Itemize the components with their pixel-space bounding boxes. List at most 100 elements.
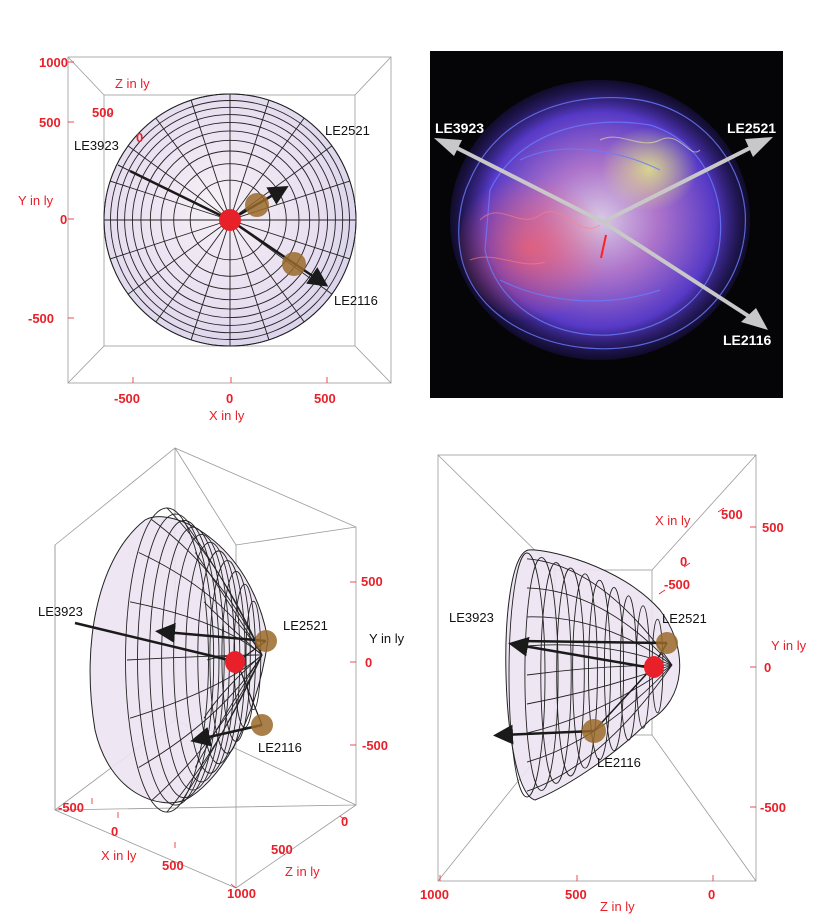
x-tick: 0 xyxy=(680,554,687,569)
cas-a-remnant xyxy=(450,80,750,360)
z-tick: 1000 xyxy=(420,887,449,902)
mesh-spoke xyxy=(229,100,270,221)
cas-a-center xyxy=(644,656,664,678)
mesh-spoke xyxy=(151,519,263,656)
x-tick: 500 xyxy=(721,507,743,522)
arrow-le2521 xyxy=(602,146,751,224)
mesh-spoke xyxy=(110,180,231,221)
mesh-spoke xyxy=(155,219,231,323)
z-tick: 0 xyxy=(136,130,143,145)
echo-direction-arrows xyxy=(454,145,752,319)
paraboloid-mesh xyxy=(125,507,263,813)
mesh-spoke xyxy=(229,219,305,323)
frame-diagonal xyxy=(67,345,105,384)
mesh-meridian xyxy=(526,587,673,666)
dust-patch-le2116 xyxy=(582,719,606,743)
echo-label-le2521: LE2521 xyxy=(283,618,328,633)
mesh-ring xyxy=(603,586,625,752)
frame-diagonal xyxy=(354,56,392,96)
mesh-spoke xyxy=(155,117,231,221)
z-tick: 1000 xyxy=(227,886,256,901)
echo-label-le3923: LE3923 xyxy=(38,604,83,619)
frame-diagonal xyxy=(67,56,105,96)
mesh-ring xyxy=(588,579,611,761)
echo-label-le3923: LE3923 xyxy=(74,138,119,153)
neutron-star-marker xyxy=(600,234,607,259)
arrowhead-le2116 xyxy=(741,308,768,330)
dust-patch-le2521 xyxy=(656,632,678,654)
y-tick: 500 xyxy=(39,115,61,130)
panel-bottom-left: 500 0 -500 Y in ly -500 0 500 X in ly 0 … xyxy=(38,447,405,901)
mesh-ring xyxy=(556,567,585,777)
mesh-spoke xyxy=(129,654,263,719)
arrow-le2521 xyxy=(155,622,267,643)
x-axis-label: X in ly xyxy=(655,513,691,528)
mesh-ring xyxy=(572,573,598,769)
mesh-spoke xyxy=(194,654,263,768)
x-axis-label: X in ly xyxy=(101,848,137,863)
mesh-spoke xyxy=(194,552,263,656)
mesh-spoke xyxy=(166,507,263,656)
mesh-ring xyxy=(619,595,638,741)
arrow-le3923 xyxy=(454,145,604,224)
panel-top-left: 1000 500 0 -500 -500 0 500 500 0 X in ly… xyxy=(18,55,392,423)
y-tick: -500 xyxy=(362,738,388,753)
y-axis-label: Y in ly xyxy=(771,638,807,653)
mesh-spoke xyxy=(229,219,350,260)
echo-label-le2116: LE2116 xyxy=(258,740,302,755)
mesh-ring xyxy=(508,552,546,798)
cas-a-center xyxy=(219,209,241,231)
arrow-le3923 xyxy=(129,169,231,222)
ray-le2116 xyxy=(593,667,653,732)
y-tick: 500 xyxy=(762,520,784,535)
arrowhead-le3923 xyxy=(434,138,462,156)
tick-marks xyxy=(91,581,356,889)
x-tick: 0 xyxy=(111,824,118,839)
x-tick: -500 xyxy=(114,391,140,406)
z-tick: 0 xyxy=(708,887,715,902)
echo-label-le2116: LE2116 xyxy=(723,332,771,348)
z-tick: 500 xyxy=(565,887,587,902)
dust-patch-le2521 xyxy=(255,630,277,652)
ray-le2116 xyxy=(236,661,263,726)
y-tick: 0 xyxy=(60,212,67,227)
arrow-le3923 xyxy=(508,636,653,670)
dust-patch-le2521 xyxy=(245,193,269,217)
plot-frame xyxy=(67,56,392,384)
mesh-meridian xyxy=(526,616,673,666)
echo-label-le2521: LE2521 xyxy=(727,120,776,136)
x-tick: -500 xyxy=(58,800,84,815)
z-axis-label: Z in ly xyxy=(285,864,320,879)
arrow-le2116 xyxy=(601,220,752,319)
echo-label-le2521: LE2521 xyxy=(325,123,370,138)
panel-top-right: LE3923 LE2521 LE2116 xyxy=(430,51,783,398)
mesh-meridian xyxy=(526,664,673,792)
x-tick: 500 xyxy=(162,858,184,873)
z-tick: 500 xyxy=(92,105,114,120)
sphere-mesh xyxy=(103,93,357,347)
mesh-spoke xyxy=(110,219,231,260)
dust-patch-le2116 xyxy=(251,714,273,736)
frame-diagonal xyxy=(354,345,392,384)
arrow-le2116 xyxy=(493,724,595,745)
y-tick: 0 xyxy=(764,660,771,675)
y-tick: 500 xyxy=(361,574,383,589)
echo-label-le2116: LE2116 xyxy=(597,755,641,770)
mesh-spoke xyxy=(229,117,305,221)
echo-label-le3923: LE3923 xyxy=(449,610,494,625)
mesh-spoke xyxy=(229,219,270,340)
echo-label-le3923: LE3923 xyxy=(435,120,484,136)
z-tick: 0 xyxy=(341,814,348,829)
tick-marks xyxy=(439,507,756,881)
mesh-spoke xyxy=(129,601,263,656)
z-axis-label: Z in ly xyxy=(600,899,635,914)
arrowhead-le2521 xyxy=(745,137,773,157)
mesh-spoke xyxy=(190,100,231,221)
panel-bottom-right: 500 0 -500 X in ly 500 0 -500 Y in ly 10… xyxy=(420,454,807,914)
x-axis-label: X in ly xyxy=(209,408,245,423)
z-axis-label: Z in ly xyxy=(115,76,150,91)
mesh-spoke xyxy=(203,654,263,719)
paraboloid-surface xyxy=(505,549,681,801)
x-tick: -500 xyxy=(664,577,690,592)
